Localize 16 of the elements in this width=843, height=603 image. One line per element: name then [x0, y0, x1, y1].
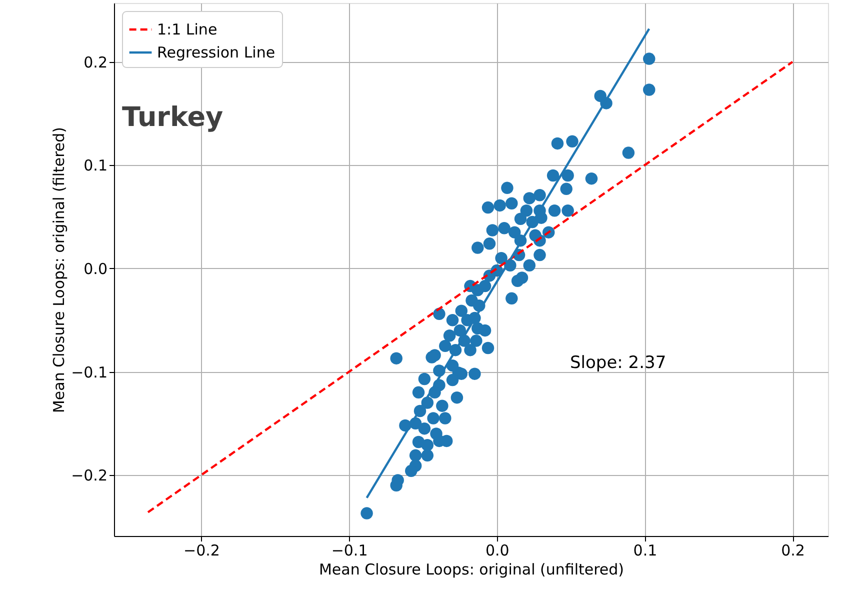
- y-tick-label: −0.2: [71, 466, 108, 485]
- x-tick-label: −0.2: [184, 542, 220, 560]
- x-tick-label: 0.2: [781, 542, 805, 560]
- x-tick-label: 0.0: [485, 542, 510, 560]
- annotation: Slope: 2.37: [570, 353, 666, 373]
- y-tick-label: −0.1: [71, 363, 108, 382]
- y-tick-label: 0.1: [84, 156, 108, 175]
- text: Turkey: [122, 102, 224, 133]
- x-axis-title: Mean Closure Loops: original (unfiltered): [318, 560, 624, 578]
- y-tick-label: 0.2: [84, 53, 108, 72]
- x-tick-label: 0.1: [633, 542, 658, 560]
- legend-label: Regression Line: [157, 44, 276, 62]
- y-tick-label: 0.0: [84, 260, 108, 278]
- x-tick-label: −0.1: [331, 542, 368, 560]
- legend-label: 1:1 Line: [157, 20, 218, 38]
- y-axis-title: Mean Closure Loops: original (filtered): [50, 126, 68, 414]
